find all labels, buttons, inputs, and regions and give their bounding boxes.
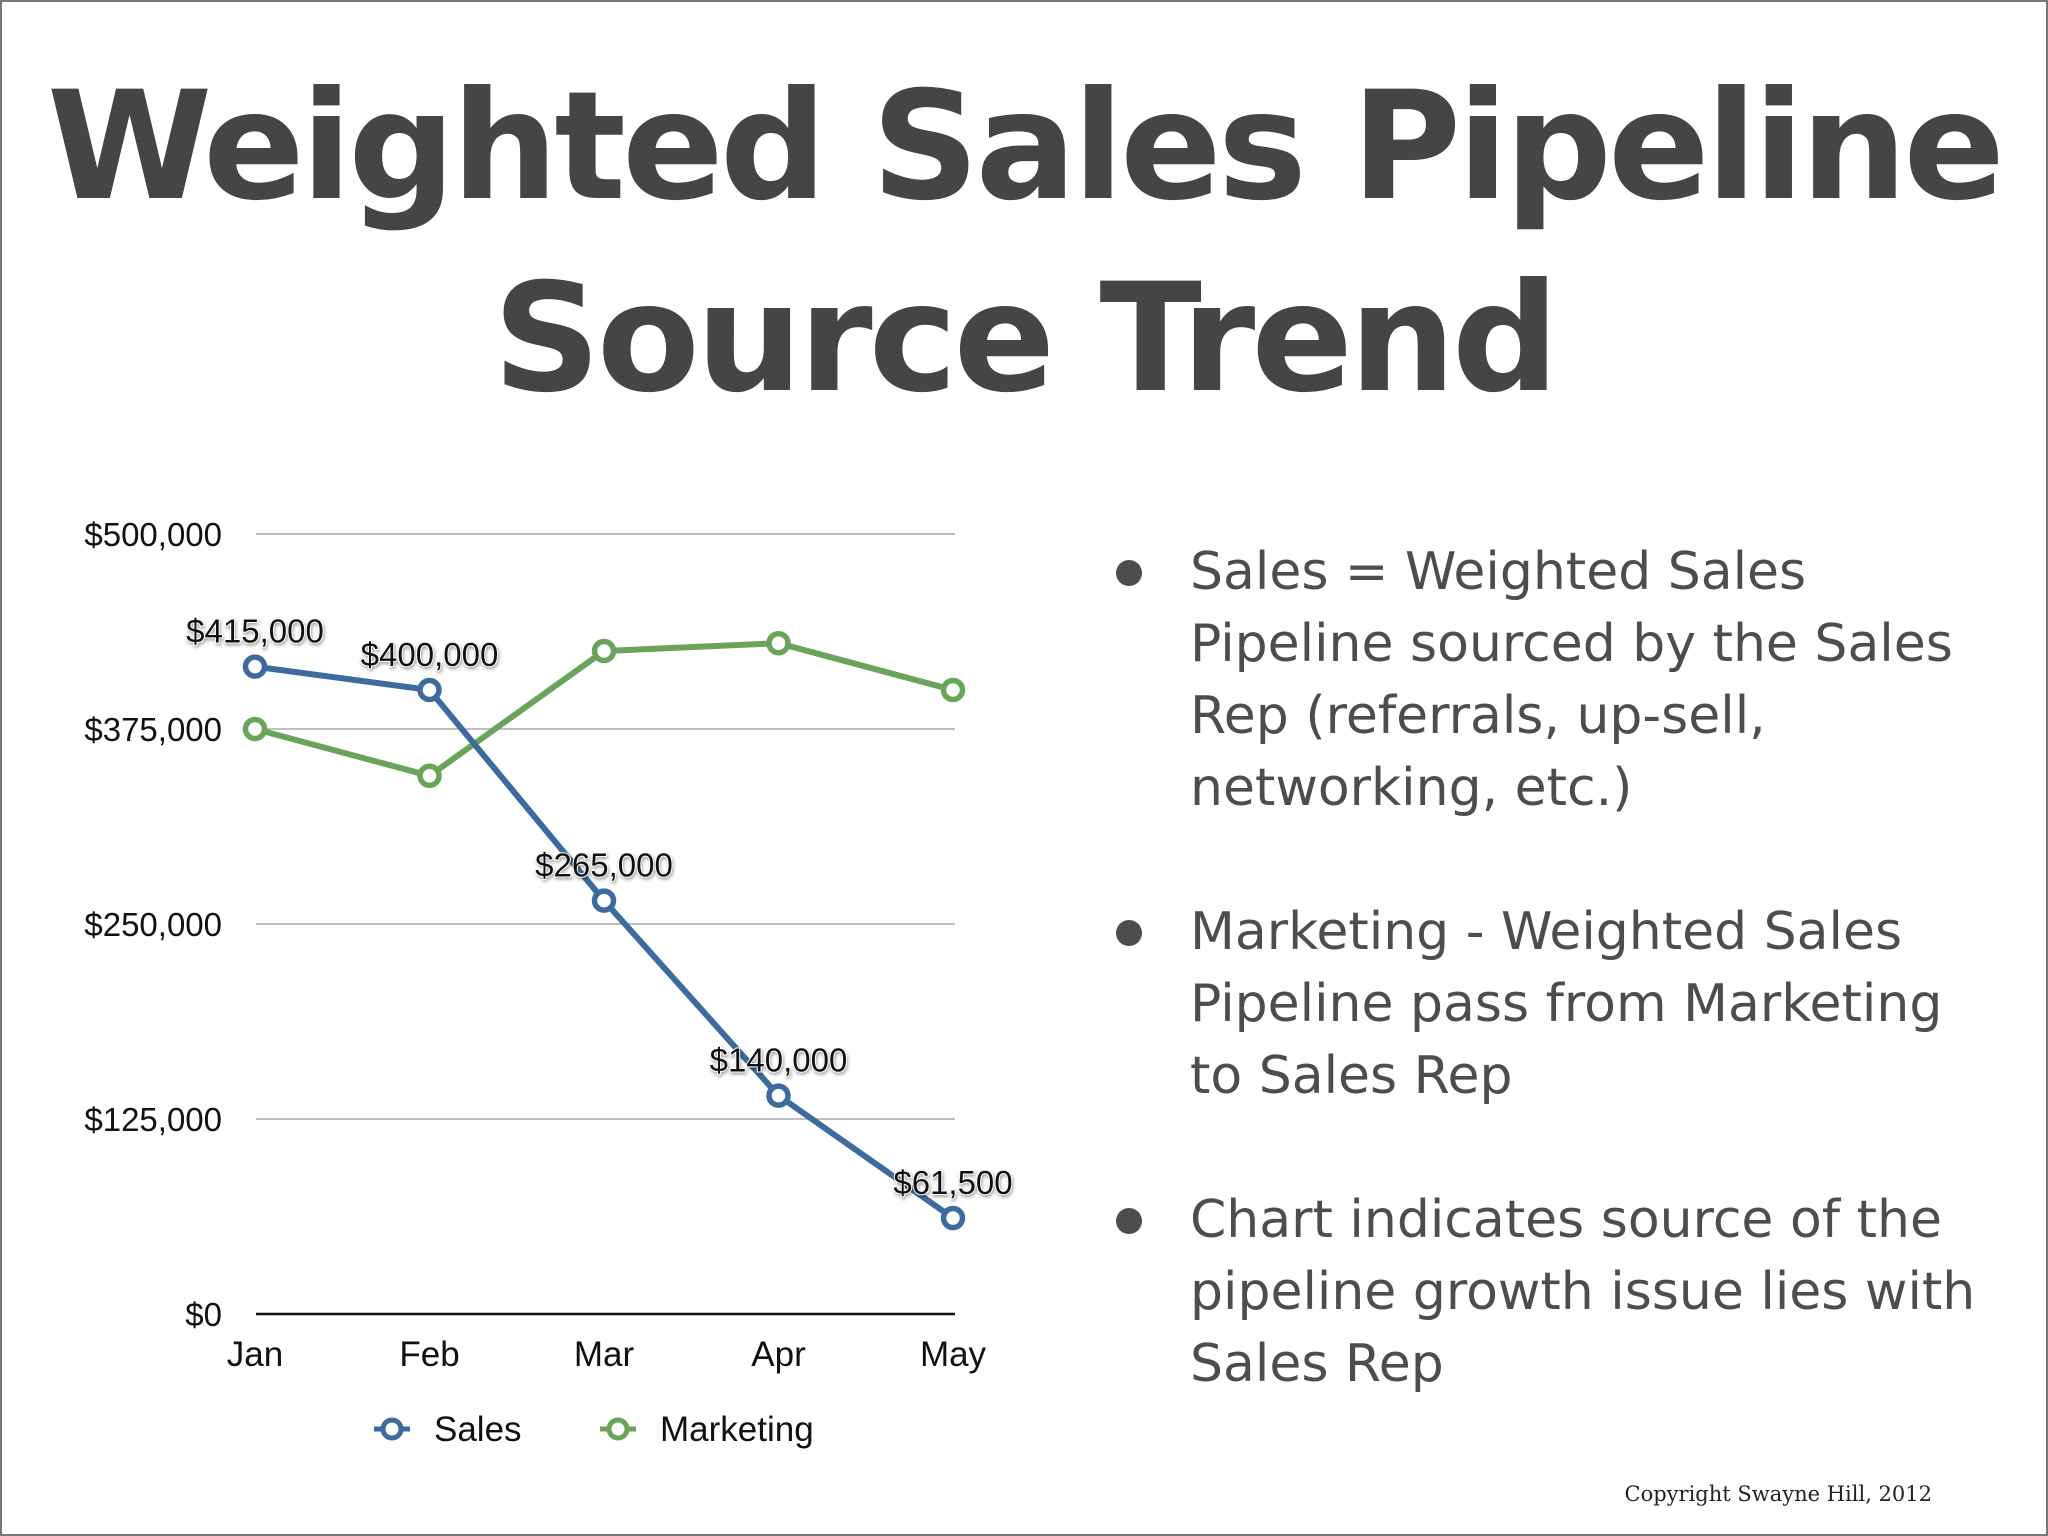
data-label: $61,500 xyxy=(893,1164,1012,1201)
data-label: $140,000 xyxy=(710,1042,848,1079)
copyright-notice: Copyright Swayne Hill, 2012 xyxy=(1624,1482,1932,1506)
bullet-dot-icon xyxy=(1116,560,1142,586)
data-point-marketing xyxy=(242,716,268,742)
x-tick-label: May xyxy=(920,1335,987,1374)
data-point-sales xyxy=(591,888,617,913)
x-tick-label: Mar xyxy=(574,1335,635,1374)
bullet-text: Chart indicates source of the pipeline g… xyxy=(1190,1190,1976,1394)
slide-title-line-2: Source Trend xyxy=(492,252,1559,426)
bullet-text: Sales = Weighted Sales Pipeline sourced … xyxy=(1190,542,1953,818)
data-point-marketing xyxy=(417,763,442,789)
data-point-sales xyxy=(242,654,268,679)
bullet-text: Marketing - Weighted Sales Pipeline pass… xyxy=(1190,902,1943,1106)
y-tick-label: $375,000 xyxy=(84,711,222,748)
data-point-marketing xyxy=(591,638,617,664)
data-point-marketing xyxy=(766,630,791,656)
legend-label: Marketing xyxy=(660,1410,814,1449)
bullet-item: Sales = Weighted Sales Pipeline sourced … xyxy=(1110,536,2010,824)
slide-title-line-1: Weighted Sales Pipeline xyxy=(46,60,2005,234)
bullet-item: Marketing - Weighted Sales Pipeline pass… xyxy=(1110,896,2010,1112)
x-tick-label: Jan xyxy=(227,1335,283,1374)
series-line-sales xyxy=(252,663,956,1222)
pipeline-line-chart: $0 $125,000 $250,000 $375,000 $500,000 Jan Feb… xyxy=(84,516,1013,1449)
legend-marker-icon xyxy=(380,1417,404,1441)
data-point-sales xyxy=(766,1083,791,1108)
data-label: $400,000 xyxy=(361,636,499,673)
data-label: $415,000 xyxy=(186,613,324,650)
y-tick-label: $500,000 xyxy=(84,516,222,553)
bullet-dot-icon xyxy=(1116,920,1142,946)
data-point-sales xyxy=(417,677,442,703)
bullet-list: Sales = Weighted Sales Pipeline sourced … xyxy=(1110,536,2010,1472)
data-label: $265,000 xyxy=(535,847,673,884)
data-point-marketing xyxy=(940,677,966,703)
y-tick-label: $250,000 xyxy=(84,906,222,943)
bullet-dot-icon xyxy=(1116,1208,1142,1234)
y-tick-label: $125,000 xyxy=(84,1101,222,1138)
x-tick-label: Feb xyxy=(399,1335,459,1374)
data-point-sales xyxy=(940,1205,966,1231)
bullet-item: Chart indicates source of the pipeline g… xyxy=(1110,1184,2010,1400)
legend-label: Sales xyxy=(434,1410,522,1449)
legend-marker-icon xyxy=(606,1417,630,1441)
y-tick-label: $0 xyxy=(185,1296,222,1333)
x-tick-label: Apr xyxy=(751,1335,806,1374)
